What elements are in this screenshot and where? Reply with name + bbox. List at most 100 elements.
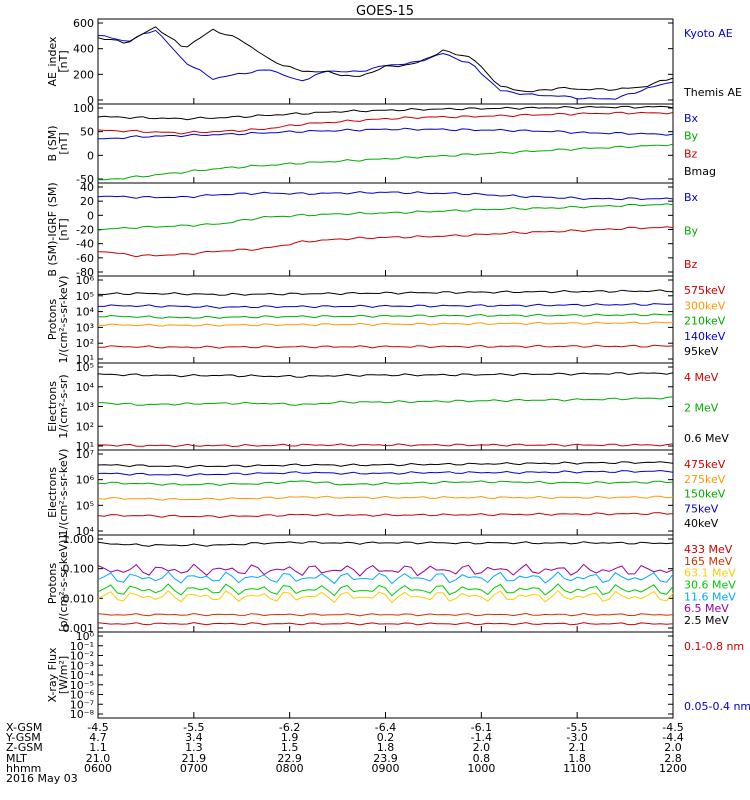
y-axis-label: Protons [46,299,59,340]
footer-value: 21.0 [86,752,111,765]
series-line-140kev [98,303,674,309]
panel-prot1: 10⁶ 10⁵ 10⁴ 10³ 10² 10¹ Protons1/(cm²-s-sr-keV… [46,274,726,366]
y-axis-label: B (SM)-IGRF (SM) [46,182,59,276]
legend-40kev: 40keV [684,517,719,530]
y-tick-label: -80 [76,266,94,279]
y-axis-label: 1/(cm²-s-sr) [57,374,70,438]
legend-63-1-mev: 63.1 MeV [684,567,736,580]
y-tick-label: 10⁻² [70,650,94,663]
y-tick-label: 50 [80,126,94,139]
series-line-kyoto-ae [97,29,674,100]
y-tick-label: -20 [76,224,94,237]
series-line-95kev [97,289,674,296]
y-axis-label: [nT] [57,132,70,154]
footer-value: -6.1 [471,721,492,734]
series-line-165-mev [97,612,674,617]
y-tick-label: 10⁰ [76,630,95,643]
legend-150kev: 150keV [684,488,726,501]
legend-210kev: 210keV [684,315,726,328]
series-line-11-6-mev [97,571,674,585]
y-tick-label: 10¹ [76,440,94,453]
y-tick-label: 10² [76,337,94,350]
y-tick-label: 10⁻⁵ [70,679,94,692]
footer-label-3: MLT [6,752,27,765]
legend-30-6-mev: 30.6 MeV [684,579,736,592]
legend-by: By [684,130,699,143]
y-axis-label: [W/m²] [57,656,70,694]
legend-275kev: 275keV [684,473,726,486]
footer-value: 2.1 [568,741,586,754]
plot-title: GOES-15 [356,4,414,19]
legend-by: By [684,225,699,238]
footer-value: 21.9 [182,752,207,765]
legend-140kev: 140keV [684,330,726,343]
footer-value: -4.5 [662,721,683,734]
y-tick-label: -40 [76,238,94,251]
footer-value: 1.3 [185,741,203,754]
legend-bmag: Bmag [684,165,716,178]
legend-6-5-mev: 6.5 MeV [684,602,729,615]
legend-0-05-0-4-nm: 0.05-0.4 nm [684,700,750,713]
series-line-40kev [97,461,674,469]
series-line-475kev [97,512,674,519]
panel-frame [97,275,674,364]
series-line-30-6-mev [97,583,674,597]
footer-value: -4.5 [87,721,108,734]
y-tick-label: -50 [76,173,94,186]
legend-themis-ae: Themis AE [683,86,742,99]
series-line-by [98,143,674,181]
y-axis-label: 1/(cm²-s-sr-keV) [57,449,70,537]
y-axis-label: B (SM) [46,125,59,161]
legend-95kev: 95keV [684,345,719,358]
footer-value: -5.5 [183,721,204,734]
y-tick-label: 10¹ [76,353,94,366]
y-axis-label: [nT] [57,218,70,240]
footer-value: 1000 [467,762,495,775]
legend-2-mev: 2 MeV [684,402,719,415]
y-tick-label: 100 [73,102,94,115]
y-tick-label: 1.000 [63,533,95,546]
footer-value: 0700 [180,762,208,775]
series-line-2-mev [97,396,674,406]
series-line-6-5-mev [97,563,674,577]
y-tick-label: 10⁻⁴ [70,669,95,682]
series-line-210kev [97,313,674,319]
y-tick-label: 0.100 [63,563,95,576]
footer-label-0: X-GSM [6,721,42,734]
footer-value: 23.9 [373,752,398,765]
y-tick-label: 10⁻³ [70,659,94,672]
series-line-bz [97,226,674,258]
y-tick-label: 0 [87,94,94,107]
footer-value: -6.2 [279,721,300,734]
legend-bz: Bz [684,147,698,160]
footer-value: 1.8 [568,752,586,765]
footer-value: 0600 [84,762,112,775]
panel-ae: 600 400 200 0 AE_index[nT] Kyoto AE Themis AE [46,17,742,107]
footer-value: -5.5 [566,721,587,734]
footer-label-4: hhmm [6,762,41,775]
y-tick-label: 10³ [76,321,94,334]
legend-bx: Bx [684,191,699,204]
series-line-75kev [97,469,674,477]
y-tick-label: 10⁶ [76,474,95,487]
y-tick-label: 10⁵ [76,499,94,512]
legend-11-6-mev: 11.6 MeV [684,590,736,603]
legend-bx: Bx [684,112,699,125]
y-axis-label: Protons [46,563,59,604]
footer-value: 0.2 [377,731,395,744]
series-line-150kev [97,480,674,486]
footer-value: 1.5 [281,741,299,754]
y-axis-label: [nT] [57,50,70,72]
footer-value: 2.8 [664,752,682,765]
y-tick-label: 10⁴ [76,381,95,394]
series-line-themis-ae [97,26,674,93]
footer-value: 3.4 [185,731,203,744]
footer-date: 2016 May 03 [6,772,78,785]
panel-frame [97,631,674,719]
legend-475kev: 475keV [684,458,726,471]
y-tick-label: 10⁴ [76,306,95,319]
y-tick-label: 10³ [76,401,94,414]
footer-value: 1.1 [89,741,107,754]
